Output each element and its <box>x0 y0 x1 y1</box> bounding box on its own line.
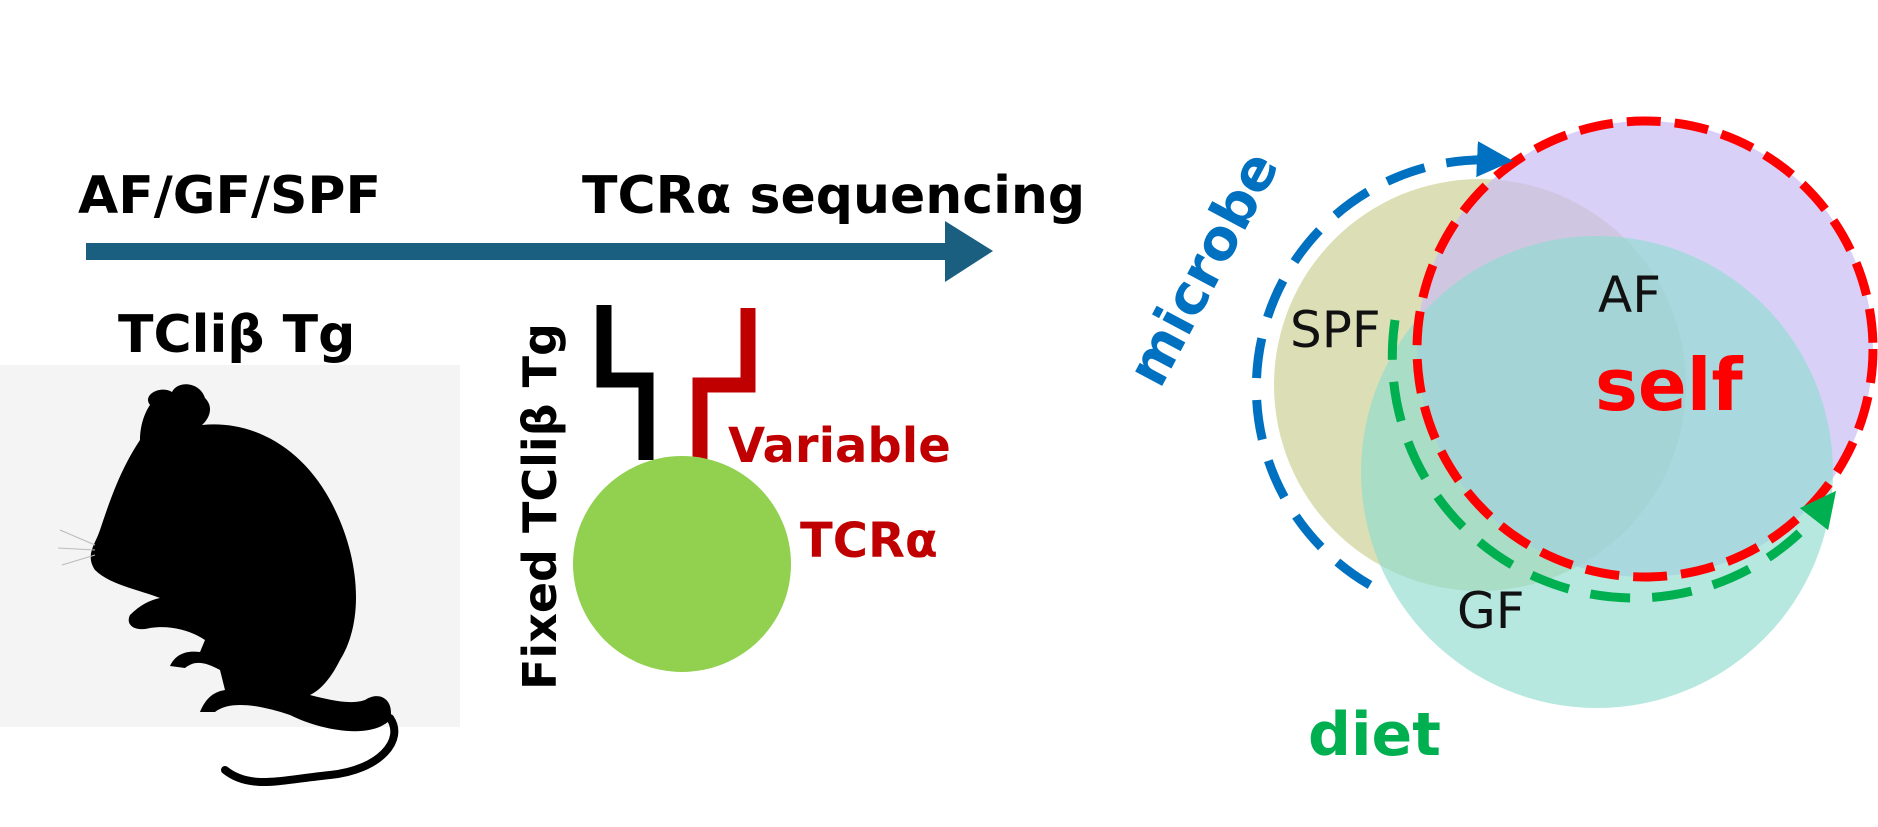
diet-dashed-arrow <box>1387 319 1837 603</box>
variable-label-tcra: TCRα <box>800 513 938 569</box>
variable-label: Variable <box>728 418 951 474</box>
self-label: self <box>1595 343 1743 427</box>
mouse-label: TCliβ Tg <box>118 305 355 365</box>
mouse-silhouette <box>0 365 460 786</box>
diet-label: diet <box>1308 700 1441 770</box>
self-dashed-circle <box>1412 116 1878 582</box>
condition-label: AF/GF/SPF <box>78 166 381 226</box>
venn-label-spf: SPF <box>1290 301 1381 359</box>
fixed-beta-chain <box>596 305 654 460</box>
venn-set-gf <box>1361 236 1833 708</box>
venn-diagram: SPF AF GF self microbe diet <box>1115 116 1878 770</box>
microbe-dashed-arrow <box>1251 141 1513 589</box>
t-cell <box>573 456 791 672</box>
timeline-arrow <box>86 221 993 282</box>
method-label: TCRα sequencing <box>582 166 1085 226</box>
venn-label-gf: GF <box>1457 582 1525 640</box>
microbe-label: microbe <box>1115 141 1292 397</box>
fixed-chain-label: Fixed TCliβ Tg <box>513 323 567 690</box>
venn-label-af: AF <box>1598 266 1661 324</box>
variable-alpha-chain <box>692 308 756 460</box>
